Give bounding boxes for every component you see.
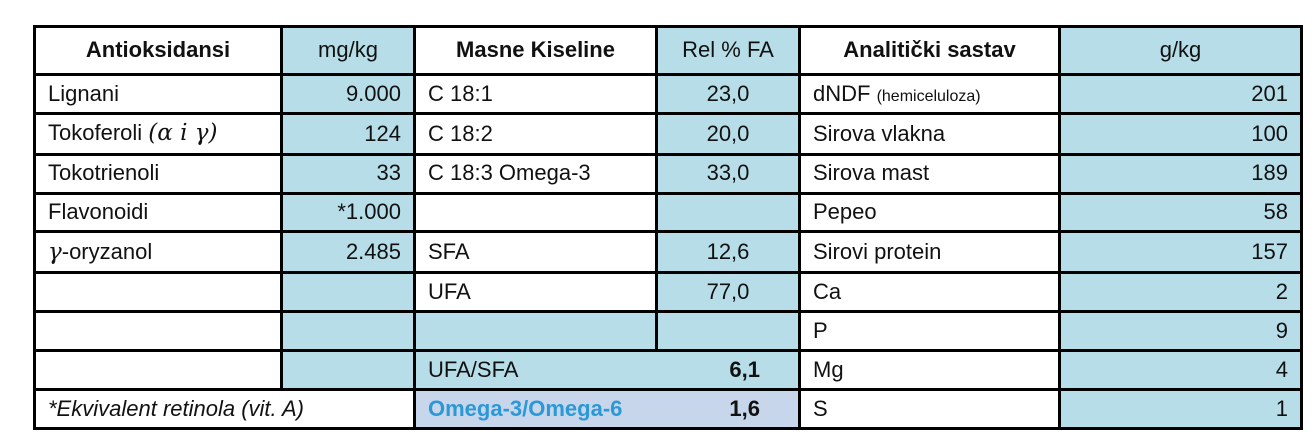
antiox-label: Tokotrienoli bbox=[33, 152, 283, 195]
header-row: Antioksidansi mg/kg Masne Kiseline Rel %… bbox=[33, 25, 1303, 76]
section-title-antioksidansi: Antioksidansi bbox=[33, 25, 283, 76]
analysis-label: Sirovi protein bbox=[798, 230, 1061, 275]
analysis-label-note: (hemiceluloza) bbox=[876, 87, 981, 105]
greek-prefix: γ bbox=[48, 238, 62, 265]
table-row: Lignani 9.000 C 18:1 23,0 dNDF (hemicelu… bbox=[33, 73, 1303, 115]
analysis-value: 4 bbox=[1058, 348, 1303, 391]
antiox-value: *1.000 bbox=[280, 191, 416, 234]
antiox-value bbox=[280, 271, 416, 313]
antiox-label bbox=[33, 271, 283, 313]
fattyacid-label bbox=[413, 191, 658, 234]
analysis-value: 9 bbox=[1058, 310, 1303, 352]
ratio-label: UFA/SFA bbox=[428, 356, 519, 382]
fattyacid-value bbox=[655, 310, 801, 352]
fattyacid-label: UFA bbox=[413, 271, 658, 313]
antiox-value: 124 bbox=[280, 111, 416, 156]
ratio-value: 6,1 bbox=[729, 356, 760, 382]
antiox-value: 9.000 bbox=[280, 73, 416, 115]
antiox-label bbox=[33, 348, 283, 391]
analysis-value: 2 bbox=[1058, 271, 1303, 313]
greek-suffix: (α i γ) bbox=[148, 120, 218, 147]
fattyacid-value: 33,0 bbox=[655, 152, 801, 195]
analysis-value: 189 bbox=[1058, 152, 1303, 195]
table-row: UFA 77,0 Ca 2 bbox=[33, 271, 1303, 313]
table-row: Flavonoidi *1.000 Pepeo 58 bbox=[33, 191, 1303, 234]
analysis-value: 58 bbox=[1058, 191, 1303, 234]
fattyacid-value: 20,0 bbox=[655, 111, 801, 156]
analysis-label: S bbox=[798, 387, 1061, 431]
unit-header-rel-fa: Rel % FA bbox=[655, 25, 801, 76]
analysis-label: P bbox=[798, 310, 1061, 352]
antiox-value bbox=[280, 348, 416, 391]
table-row: γ-oryzanol 2.485 SFA 12,6 Sirovi protein… bbox=[33, 230, 1303, 275]
antiox-label: Tokoferoli (α i γ) bbox=[33, 111, 283, 156]
fattyacid-label bbox=[413, 310, 658, 352]
analysis-label: Pepeo bbox=[798, 191, 1061, 234]
antiox-value: 33 bbox=[280, 152, 416, 195]
analysis-value: 100 bbox=[1058, 111, 1303, 156]
fattyacid-value bbox=[655, 191, 801, 234]
unit-header-mgkg: mg/kg bbox=[280, 25, 416, 76]
analysis-value: 201 bbox=[1058, 73, 1303, 115]
analysis-label: dNDF (hemiceluloza) bbox=[798, 73, 1061, 115]
antiox-label bbox=[33, 310, 283, 352]
section-title-analiticki-sastav: Analitički sastav bbox=[798, 25, 1061, 76]
omega-ratio-value: 1,6 bbox=[729, 395, 760, 421]
analysis-label: Sirova mast bbox=[798, 152, 1061, 195]
antiox-value: 2.485 bbox=[280, 230, 416, 275]
table-row: *Ekvivalent retinola (vit. A) Omega-3/Om… bbox=[33, 387, 1303, 431]
table-row: P 9 bbox=[33, 310, 1303, 352]
fattyacid-value: 77,0 bbox=[655, 271, 801, 313]
ufa-sfa-ratio-row: UFA/SFA 6,1 bbox=[413, 348, 801, 391]
table-row: Tokotrienoli 33 C 18:3 Omega-3 33,0 Siro… bbox=[33, 152, 1303, 195]
antiox-label: γ-oryzanol bbox=[33, 230, 283, 275]
analysis-label: Sirova vlakna bbox=[798, 111, 1061, 156]
table-row: Tokoferoli (α i γ) 124 C 18:2 20,0 Sirov… bbox=[33, 111, 1303, 156]
omega-ratio-row: Omega-3/Omega-6 1,6 bbox=[413, 387, 801, 431]
fattyacid-label: C 18:2 bbox=[413, 111, 658, 156]
analysis-label: Ca bbox=[798, 271, 1061, 313]
section-title-masne-kiseline: Masne Kiseline bbox=[413, 25, 658, 76]
antiox-label: Lignani bbox=[33, 73, 283, 115]
antiox-label: Flavonoidi bbox=[33, 191, 283, 234]
antiox-value bbox=[280, 310, 416, 352]
retinol-footnote: *Ekvivalent retinola (vit. A) bbox=[33, 387, 416, 431]
analysis-label: Mg bbox=[798, 348, 1061, 391]
analysis-value: 157 bbox=[1058, 230, 1303, 275]
unit-header-gkg: g/kg bbox=[1058, 25, 1303, 76]
analysis-value: 1 bbox=[1058, 387, 1303, 431]
fattyacid-label: SFA bbox=[413, 230, 658, 275]
fattyacid-value: 12,6 bbox=[655, 230, 801, 275]
fattyacid-value: 23,0 bbox=[655, 73, 801, 115]
table-row: UFA/SFA 6,1 Mg 4 bbox=[33, 348, 1303, 391]
omega-ratio-label: Omega-3/Omega-6 bbox=[428, 395, 623, 421]
fattyacid-label: C 18:1 bbox=[413, 73, 658, 115]
nutrition-spec-table: Antioksidansi mg/kg Masne Kiseline Rel %… bbox=[33, 25, 1303, 431]
fattyacid-label: C 18:3 Omega-3 bbox=[413, 152, 658, 195]
